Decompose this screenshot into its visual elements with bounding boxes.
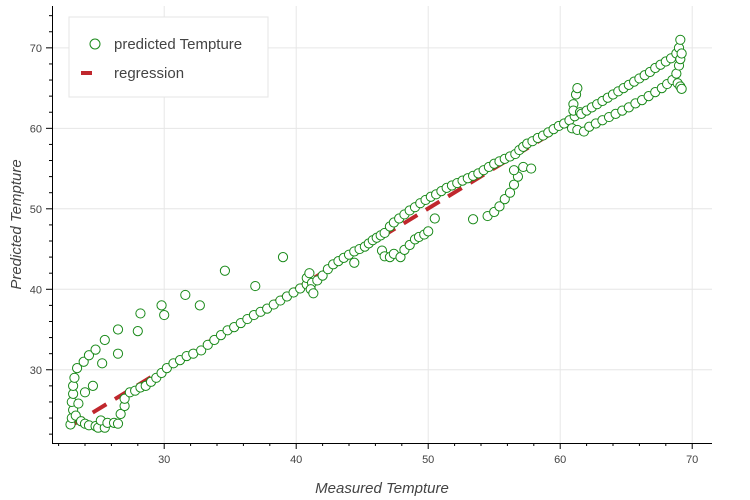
scatter-point	[504, 187, 516, 198]
scatter-point	[526, 163, 537, 174]
legend: predicted Tempture regression	[68, 16, 269, 98]
scatter-point	[349, 257, 360, 268]
scatter-point	[132, 326, 143, 337]
scatter-point	[112, 418, 124, 429]
scatter-point	[112, 348, 124, 359]
scatter-point	[572, 82, 583, 94]
scatter-point	[467, 214, 479, 225]
axes: 30 40 50 60 70 30 40 50 60 70	[30, 6, 712, 466]
y-tick-label: 70	[30, 43, 42, 55]
scatter-point	[71, 363, 83, 374]
y-axis-label: Predicted Tempture	[8, 159, 25, 289]
scatter-point	[115, 408, 126, 420]
scatter-point	[676, 83, 687, 94]
scatter-point	[194, 300, 205, 311]
scatter-point	[219, 265, 231, 276]
scatter-point	[308, 288, 319, 299]
x-tick-label: 40	[290, 454, 302, 466]
scatter-point	[135, 308, 146, 319]
scatter-point	[79, 387, 91, 398]
x-tick-label: 50	[422, 454, 434, 466]
scatter-point	[304, 268, 315, 279]
scatter-point	[156, 300, 167, 311]
y-tick-label: 30	[30, 365, 42, 377]
scatter-point	[508, 179, 520, 190]
scatter-point	[277, 251, 289, 263]
scatter-point	[112, 324, 124, 335]
scatter-points	[65, 34, 687, 433]
scatter-point	[429, 213, 440, 224]
scatter-point	[159, 309, 170, 321]
legend-label-predicted: predicted Tempture	[114, 36, 242, 53]
y-axis-ticks: 30 40 50 60 70	[30, 15, 52, 435]
scatter-point	[97, 358, 108, 369]
scatter-point	[180, 289, 191, 301]
x-axis-ticks: 30 40 50 60 70	[58, 443, 698, 466]
y-tick-label: 60	[30, 123, 42, 135]
legend-box	[68, 16, 269, 98]
scatter-point	[87, 380, 99, 391]
legend-marker-circle	[89, 38, 101, 50]
scatter-point	[83, 350, 95, 361]
scatter-point	[196, 345, 207, 356]
scatter-point	[423, 226, 434, 237]
x-axis-label: Measured Tempture	[315, 480, 449, 497]
x-tick-label: 30	[158, 454, 170, 466]
scatter-point	[73, 398, 84, 409]
scatter-point	[90, 344, 101, 355]
x-tick-label: 60	[554, 454, 566, 466]
scatter-point	[675, 34, 686, 45]
scatter-point	[69, 372, 80, 383]
scatter-point	[508, 165, 520, 176]
scatter-point	[99, 334, 110, 346]
y-tick-label: 50	[30, 204, 42, 216]
scatter-point	[676, 48, 687, 59]
scatter-point	[250, 280, 261, 292]
legend-label-regression: regression	[114, 65, 184, 82]
scatter-point	[494, 201, 505, 212]
x-tick-label: 70	[686, 454, 698, 466]
y-tick-label: 40	[30, 284, 42, 296]
